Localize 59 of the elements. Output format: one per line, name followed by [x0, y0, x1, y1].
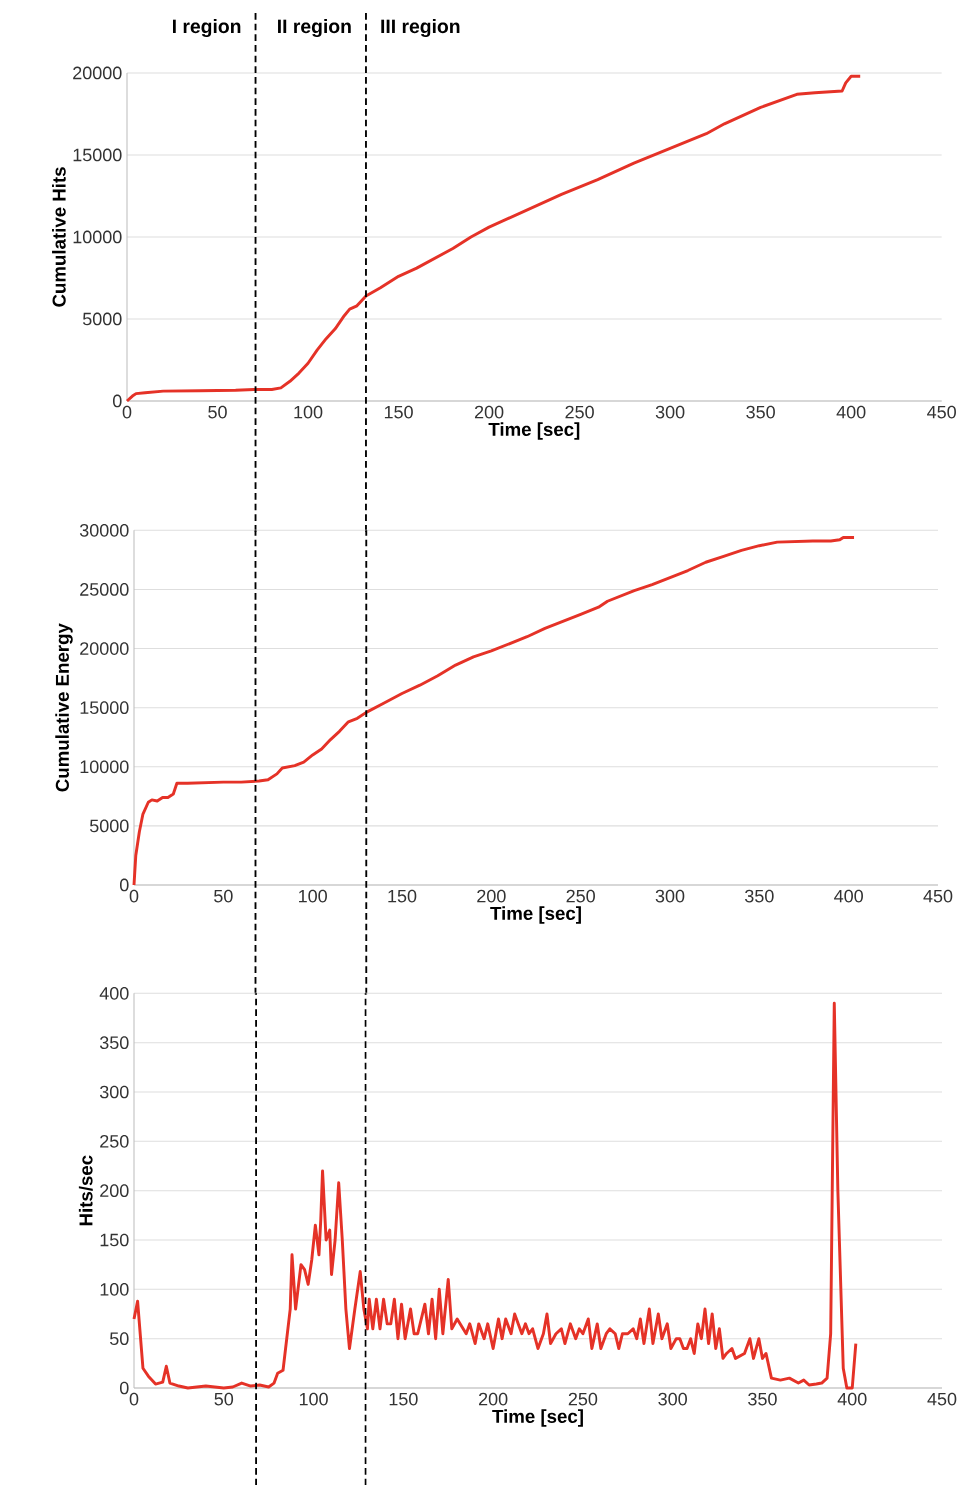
x-tick-label: 100 [294, 405, 323, 419]
y-axis-title: Cumulative Hits [52, 167, 66, 307]
x-tick-label: 250 [568, 1392, 598, 1406]
x-tick-label: 300 [658, 1392, 687, 1406]
x-tick-label: 250 [566, 889, 595, 903]
x-tick-label: 100 [299, 889, 327, 903]
x-tick-label: 200 [477, 889, 506, 903]
y-tick-label: 25000 [80, 583, 129, 596]
x-tick-label: 100 [299, 1392, 328, 1406]
y-tick-label: 20000 [80, 642, 129, 655]
y-tick-label: 150 [100, 1233, 129, 1247]
x-tick-label: 150 [384, 405, 413, 419]
y-axis-title: Cumulative Energy [55, 623, 73, 792]
x-tick-label: 0 [129, 889, 139, 903]
x-tick-label: 300 [655, 889, 685, 903]
y-tick-label: 350 [99, 1036, 129, 1050]
y-tick-label: 200 [100, 1184, 129, 1198]
x-tick-label: 200 [474, 405, 504, 419]
y-tick-label: 100 [100, 1282, 129, 1296]
x-tick-label: 150 [389, 1392, 418, 1406]
y-axis-title: Hits/sec [78, 1155, 93, 1226]
y-tick-label: 10000 [80, 760, 129, 774]
y-tick-label: 400 [99, 986, 129, 1000]
x-tick-label: 50 [208, 405, 227, 419]
y-tick-label: 10000 [73, 230, 122, 244]
y-tick-label: 300 [99, 1085, 129, 1099]
x-tick-label: 400 [837, 1392, 867, 1406]
y-tick-label: 20000 [73, 66, 122, 80]
x-axis-title: Time [sec] [492, 1409, 583, 1427]
y-tick-label: 30000 [79, 523, 129, 537]
y-tick-label: 250 [100, 1134, 129, 1148]
x-tick-label: 350 [748, 1392, 777, 1406]
text: III region [381, 18, 460, 38]
text: II region [278, 18, 351, 38]
y-tick-label: 0 [112, 394, 122, 408]
x-tick-label: 450 [927, 1392, 957, 1406]
x-tick-label: 250 [565, 405, 594, 419]
x-tick-label: 400 [836, 405, 866, 419]
x-tick-label: 150 [388, 889, 417, 903]
x-tick-label: 450 [923, 889, 953, 903]
x-tick-label: 350 [746, 405, 775, 419]
y-tick-label: 5000 [89, 819, 129, 833]
x-tick-label: 300 [655, 405, 685, 419]
x-tick-label: 400 [834, 889, 863, 903]
y-tick-label: 15000 [73, 148, 122, 162]
x-tick-label: 450 [927, 405, 956, 419]
y-tick-label: 15000 [80, 701, 129, 715]
text: I region [172, 18, 241, 38]
x-tick-label: 50 [214, 1392, 234, 1406]
x-tick-label: 200 [479, 1392, 508, 1406]
x-axis-title: Time [sec] [488, 422, 580, 440]
y-tick-label: 0 [119, 1381, 129, 1395]
x-tick-label: 350 [745, 889, 774, 903]
x-tick-label: 50 [214, 889, 233, 903]
y-tick-label: 0 [119, 878, 129, 892]
y-tick-label: 50 [109, 1332, 129, 1346]
y-tick-label: 5000 [82, 312, 122, 326]
x-axis-title: Time [sec] [490, 906, 581, 924]
x-tick-label: 0 [129, 1392, 139, 1406]
